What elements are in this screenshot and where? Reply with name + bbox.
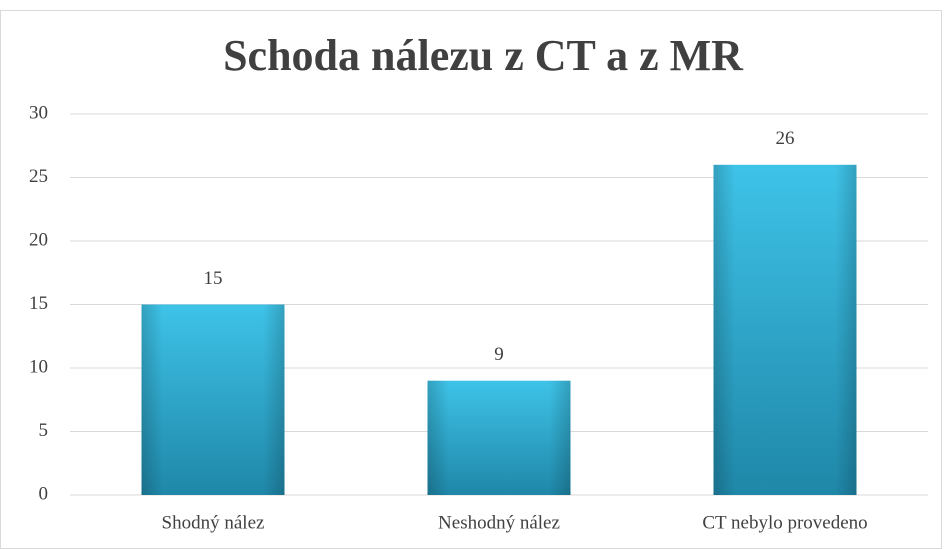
bar-shade [427, 380, 571, 495]
y-tick-label: 5 [39, 420, 49, 441]
x-tick-label: Shodný nález [162, 512, 265, 533]
chart-title: Schoda nálezu z CT a z MR [223, 31, 744, 80]
bar-shade [713, 164, 857, 496]
y-tick-label: 10 [29, 356, 48, 377]
x-tick-label: Neshodný nález [438, 512, 560, 533]
y-tick-label: 20 [29, 229, 48, 250]
y-tick-label: 30 [29, 102, 48, 123]
data-label: 9 [494, 344, 504, 365]
y-tick-label: 25 [29, 166, 48, 187]
y-tick-label: 15 [29, 293, 48, 314]
x-tick-label: CT nebylo provedeno [702, 512, 867, 533]
bar-shade [141, 304, 285, 495]
data-label: 26 [776, 128, 795, 149]
y-tick-label: 0 [39, 483, 49, 504]
data-label: 15 [204, 268, 223, 289]
